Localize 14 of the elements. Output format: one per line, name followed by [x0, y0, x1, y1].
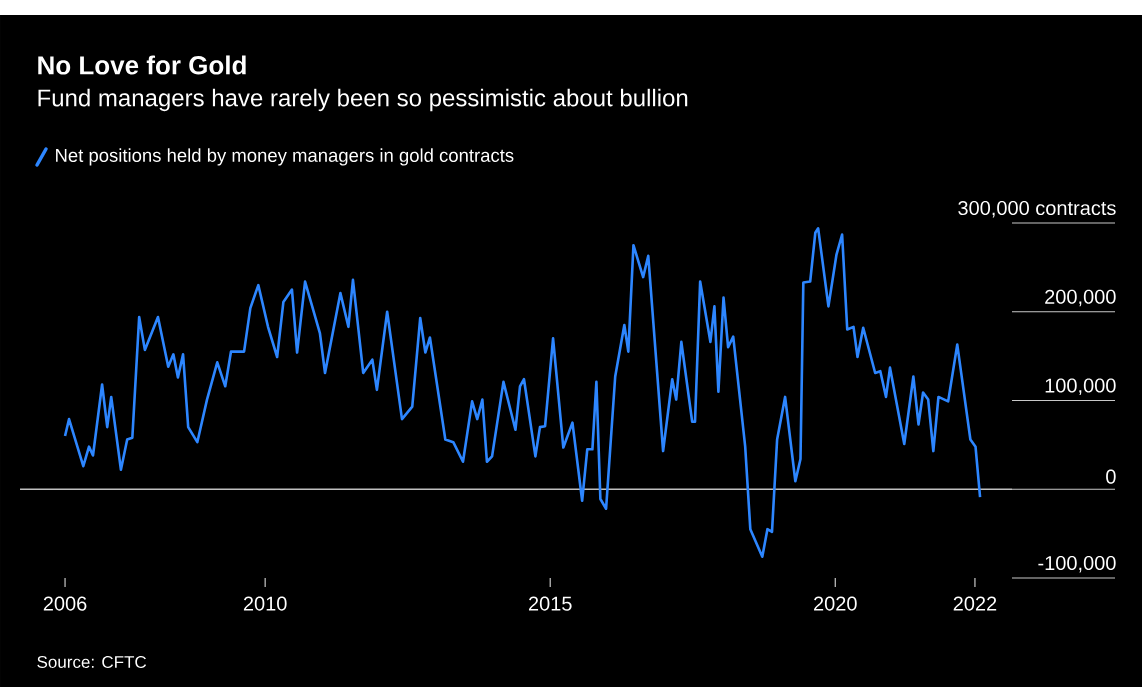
- x-tick-label: 2020: [814, 596, 857, 611]
- chart-subtitle: Fund managers have rarely been so pessimistic about bullion: [38, 88, 688, 112]
- x-tick-label: 2010: [243, 596, 287, 611]
- x-tick-label: 2015: [528, 596, 572, 611]
- x-tick-label: 2022: [953, 596, 997, 611]
- x-tick-label: 2006: [43, 596, 87, 611]
- y-tick-label: 300,000 contracts: [958, 200, 1116, 218]
- y-tick-label: 100,000: [1045, 378, 1116, 395]
- y-tick-label: 200,000: [1045, 289, 1116, 307]
- source-note: Source: CFTC: [37, 655, 147, 669]
- chart-title: No Love for Gold: [38, 55, 246, 75]
- y-tick-label: 0: [1106, 469, 1116, 484]
- y-tick-label: -100,000: [1038, 555, 1116, 573]
- legend-label: Net positions held by money managers in gold contracts: [56, 148, 514, 166]
